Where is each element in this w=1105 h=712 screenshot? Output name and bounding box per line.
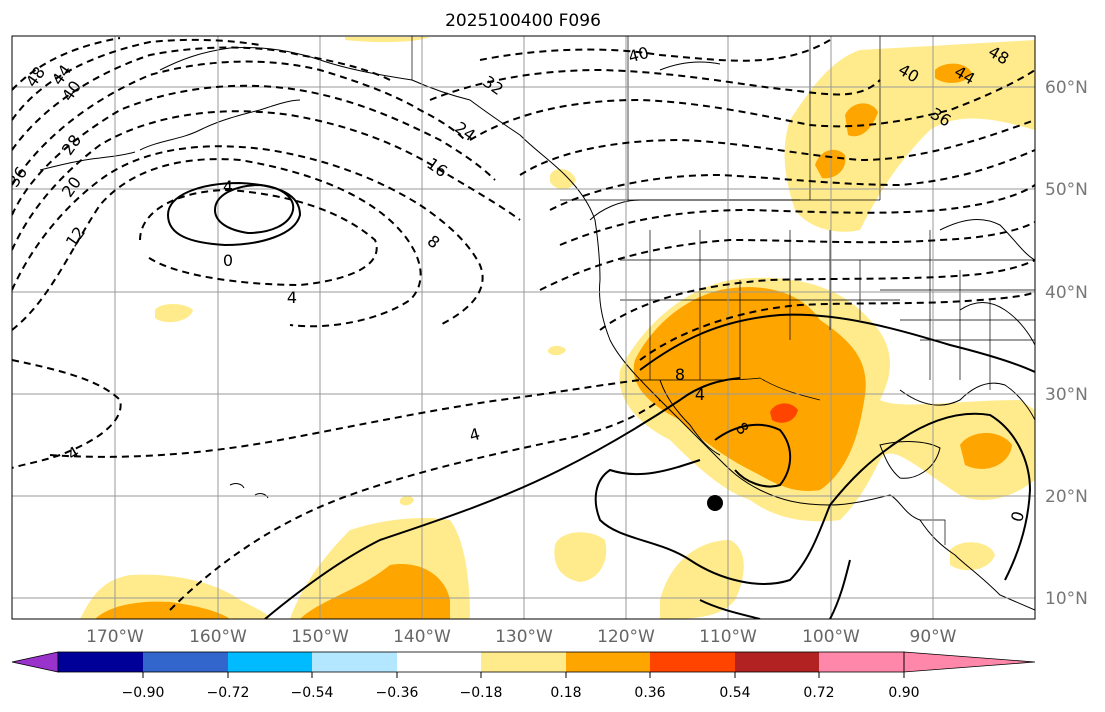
lat-label: 50°N	[1045, 180, 1088, 200]
lon-label: 130°W	[495, 627, 553, 647]
colorbar-tick-label: −0.18	[460, 685, 503, 701]
colorbar-tick-label: 0.18	[550, 685, 581, 701]
lon-label: 170°W	[86, 627, 144, 647]
lon-label: 140°W	[393, 627, 451, 647]
lon-label: 120°W	[597, 627, 655, 647]
colorbar-tick-label: 0.72	[803, 685, 834, 701]
contour-label: 8	[675, 365, 685, 384]
contour-label: 0	[223, 251, 233, 270]
contour-label: 40	[626, 43, 651, 67]
colorbar-tick-label: 0.90	[888, 685, 919, 701]
colorbar-segment	[819, 652, 904, 672]
colorbar-tick-label: −0.90	[122, 685, 165, 701]
colorbar-tick-label: −0.54	[291, 685, 334, 701]
colorbar-right-arrow	[903, 651, 1036, 673]
colorbar-segment	[650, 652, 735, 672]
colorbar-segment	[143, 652, 228, 672]
colorbar-segment	[735, 652, 819, 672]
contour-label: 4	[223, 177, 233, 196]
lon-label: 150°W	[291, 627, 349, 647]
contour-label: 4	[695, 385, 705, 404]
map-border	[11, 35, 1036, 620]
lat-label: 20°N	[1045, 487, 1088, 507]
map-panel: 48 44 40 36 28 20 12 4 0 4 32 24 16 8 4 …	[12, 36, 1035, 619]
location-marker	[707, 495, 723, 511]
lon-label: 110°W	[699, 627, 757, 647]
colorbar-tick-label: 0.54	[719, 685, 750, 701]
colorbar-segment	[397, 652, 481, 672]
lat-label: 60°N	[1045, 78, 1088, 98]
colorbar-left-arrow	[11, 651, 59, 673]
contours	[12, 37, 1035, 619]
lat-label: 40°N	[1045, 283, 1088, 303]
contour-label: 4	[467, 424, 482, 445]
colorbar-segment	[312, 652, 397, 672]
colorbar-segment	[481, 652, 566, 672]
longitude-labels: 170°W 160°W 150°W 140°W 130°W 120°W 110°…	[86, 627, 957, 647]
lat-label: 10°N	[1045, 589, 1088, 609]
lon-label: 90°W	[910, 627, 957, 647]
colorbar-tick-label: −0.72	[207, 685, 250, 701]
colorbar-tick-label: −0.36	[376, 685, 419, 701]
colorbar-tick-label: 0.36	[634, 685, 665, 701]
lon-label: 100°W	[802, 627, 860, 647]
colorbar-segment	[58, 652, 143, 672]
contour-label: 0	[1007, 509, 1028, 524]
latitude-labels: 60°N 50°N 40°N 30°N 20°N 10°N	[1045, 78, 1088, 609]
contour-label: 4	[287, 288, 297, 307]
political-borders	[411, 36, 1035, 545]
figure-title: 2025100400 F096	[445, 11, 601, 31]
lat-label: 30°N	[1045, 385, 1088, 405]
lon-label: 160°W	[189, 627, 247, 647]
colorbar: −0.90 −0.72 −0.54 −0.36 −0.18 0.18 0.36 …	[11, 651, 1036, 701]
colorbar-segment	[566, 652, 650, 672]
colorbar-segment	[228, 652, 312, 672]
